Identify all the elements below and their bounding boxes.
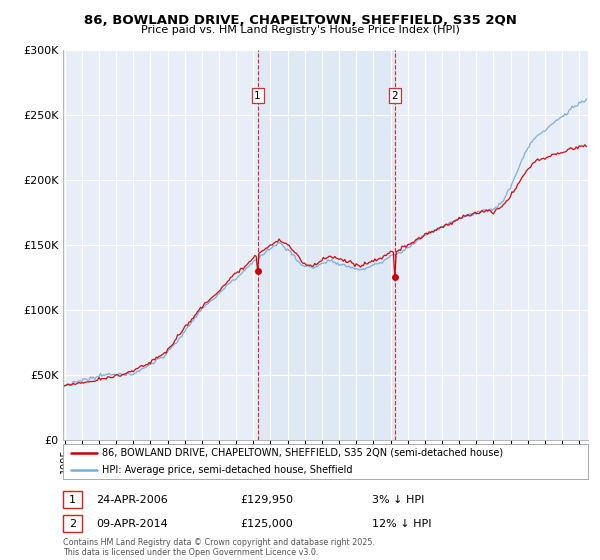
Text: Price paid vs. HM Land Registry's House Price Index (HPI): Price paid vs. HM Land Registry's House … [140, 25, 460, 35]
Bar [257, 50, 395, 440]
Text: Contains HM Land Registry data © Crown copyright and database right 2025.
This d: Contains HM Land Registry data © Crown c… [63, 538, 375, 557]
Text: 1: 1 [254, 91, 261, 101]
Text: 3% ↓ HPI: 3% ↓ HPI [372, 494, 424, 505]
Text: 09-APR-2014: 09-APR-2014 [96, 519, 168, 529]
Text: 86, BOWLAND DRIVE, CHAPELTOWN, SHEFFIELD, S35 2QN (semi-detached house): 86, BOWLAND DRIVE, CHAPELTOWN, SHEFFIELD… [103, 448, 503, 458]
Text: HPI: Average price, semi-detached house, Sheffield: HPI: Average price, semi-detached house,… [103, 465, 353, 475]
Text: 1: 1 [69, 494, 76, 505]
Text: 24-APR-2006: 24-APR-2006 [96, 494, 168, 505]
Text: 12% ↓ HPI: 12% ↓ HPI [372, 519, 431, 529]
Text: 2: 2 [69, 519, 76, 529]
Text: 86, BOWLAND DRIVE, CHAPELTOWN, SHEFFIELD, S35 2QN: 86, BOWLAND DRIVE, CHAPELTOWN, SHEFFIELD… [83, 14, 517, 27]
Text: £129,950: £129,950 [240, 494, 293, 505]
Text: 2: 2 [391, 91, 398, 101]
Text: £125,000: £125,000 [240, 519, 293, 529]
